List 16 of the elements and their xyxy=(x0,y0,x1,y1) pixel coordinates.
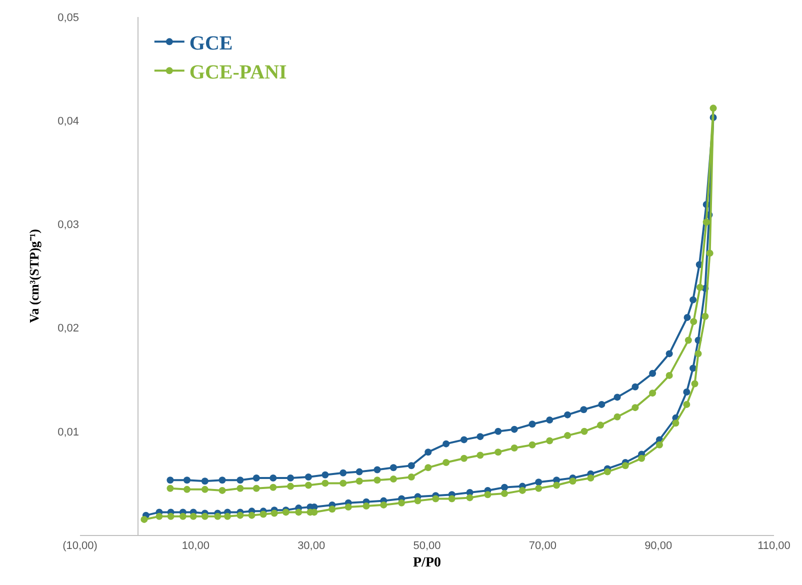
y-tick-label: 0,01 xyxy=(58,426,79,438)
y-tick-label: 0,04 xyxy=(58,115,79,128)
x-axis-title: P/P0 xyxy=(413,556,441,570)
legend-label: GCE xyxy=(189,32,233,54)
y-tick-label: 0,05 xyxy=(58,12,79,24)
legend-label: GCE-PANI xyxy=(189,61,288,84)
x-tick-label: 10,00 xyxy=(182,540,210,552)
y-tick-label: 0,03 xyxy=(58,219,79,232)
x-tick-label: 50,00 xyxy=(413,540,441,552)
y-tick-label: 0,02 xyxy=(58,322,79,335)
x-tick-label: 110,00 xyxy=(758,540,790,552)
x-tick-label: (10,00) xyxy=(62,540,98,552)
y-axis-title: Va (cm³(STP)g⁻¹) xyxy=(26,229,42,323)
x-tick-label: 70,00 xyxy=(528,540,556,552)
x-tick-label: 30,00 xyxy=(298,540,326,552)
x-tick-label: 90,00 xyxy=(644,540,672,552)
